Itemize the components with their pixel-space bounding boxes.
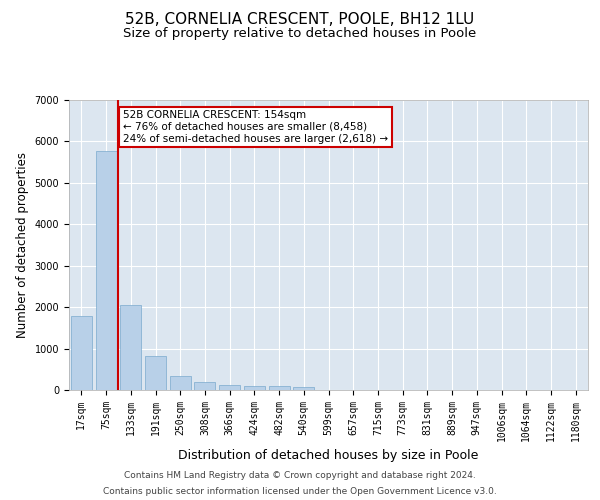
- Text: 52B, CORNELIA CRESCENT, POOLE, BH12 1LU: 52B, CORNELIA CRESCENT, POOLE, BH12 1LU: [125, 12, 475, 28]
- Bar: [219, 385, 240, 390]
- Bar: [71, 316, 92, 390]
- Bar: [170, 376, 191, 390]
- Bar: [194, 382, 215, 390]
- Bar: [95, 150, 116, 390]
- X-axis label: Distribution of detached houses by size in Poole: Distribution of detached houses by size …: [178, 449, 479, 462]
- Bar: [145, 356, 166, 390]
- Bar: [244, 386, 265, 390]
- Text: 52B CORNELIA CRESCENT: 154sqm
← 76% of detached houses are smaller (8,458)
24% o: 52B CORNELIA CRESCENT: 154sqm ← 76% of d…: [123, 110, 388, 144]
- Y-axis label: Number of detached properties: Number of detached properties: [16, 152, 29, 338]
- Bar: [269, 386, 290, 390]
- Bar: [293, 388, 314, 390]
- Text: Contains public sector information licensed under the Open Government Licence v3: Contains public sector information licen…: [103, 486, 497, 496]
- Text: Contains HM Land Registry data © Crown copyright and database right 2024.: Contains HM Land Registry data © Crown c…: [124, 472, 476, 480]
- Bar: [120, 305, 141, 390]
- Text: Size of property relative to detached houses in Poole: Size of property relative to detached ho…: [124, 28, 476, 40]
